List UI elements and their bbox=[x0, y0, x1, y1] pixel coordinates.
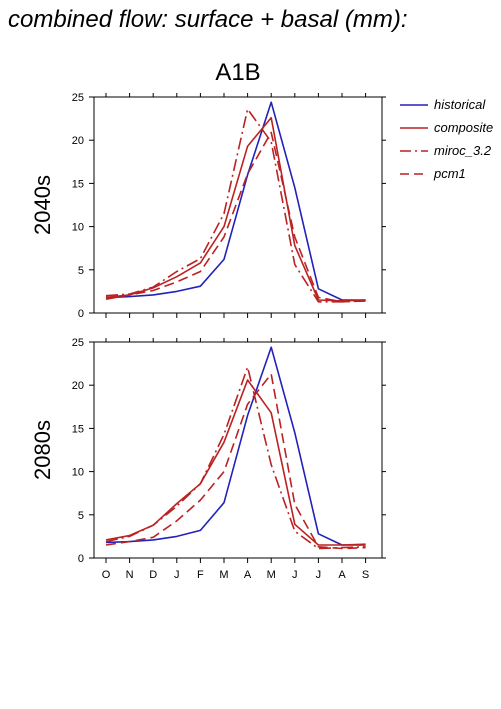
x-tick-label: S bbox=[362, 569, 369, 581]
x-tick-label: D bbox=[149, 569, 157, 581]
series-line-historical bbox=[105, 101, 366, 301]
x-tick-label: A bbox=[244, 569, 252, 581]
series-line-miroc-3-2 bbox=[105, 366, 366, 550]
y-tick-label: 15 bbox=[72, 178, 84, 190]
y-tick-label: 5 bbox=[78, 510, 84, 522]
series-line-pcm1 bbox=[105, 373, 366, 550]
legend: historical composite miroc_3.2 pcm1 bbox=[400, 97, 493, 181]
series-line-composite bbox=[105, 116, 366, 302]
plot-frame bbox=[93, 96, 383, 314]
x-tick-label: M bbox=[267, 569, 276, 581]
panel-2040s: 0 5 10 15 20 25 2040s bbox=[30, 92, 386, 320]
x-tick-label: N bbox=[126, 569, 134, 581]
series-line-miroc-3-2 bbox=[105, 108, 366, 303]
x-tick-label: J bbox=[316, 569, 322, 581]
y-tick-label: 5 bbox=[78, 265, 84, 277]
x-tick-label: J bbox=[174, 569, 180, 581]
x-tick-label: A bbox=[338, 569, 346, 581]
y-tick-label: 20 bbox=[72, 380, 84, 392]
legend-label: pcm1 bbox=[433, 166, 466, 181]
legend-label: historical bbox=[434, 97, 486, 112]
y-tick-label: 10 bbox=[72, 222, 84, 234]
x-tick-label: M bbox=[219, 569, 228, 581]
series-line-pcm1 bbox=[105, 131, 366, 303]
y-tick-label: 25 bbox=[72, 337, 84, 349]
series-line-historical bbox=[105, 346, 366, 546]
y-tick-label: 0 bbox=[78, 308, 84, 320]
plot-frame bbox=[93, 341, 383, 559]
y-tick-label: 25 bbox=[72, 92, 84, 104]
y-tick-label: 10 bbox=[72, 467, 84, 479]
y-tick-label: 15 bbox=[72, 423, 84, 435]
panel-label: 2080s bbox=[30, 420, 55, 480]
y-tick-label: 0 bbox=[78, 553, 84, 565]
legend-label: miroc_3.2 bbox=[434, 143, 492, 158]
page-title: combined flow: surface + basal (mm): bbox=[8, 6, 408, 33]
x-tick-label: F bbox=[197, 569, 204, 581]
x-tick-label: O bbox=[102, 569, 111, 581]
y-tick-label: 20 bbox=[72, 135, 84, 147]
scenario-title: A1B bbox=[215, 59, 260, 86]
panel-2080s: 0 5 10 15 20 25 2080s O N D J F M A M J J A S bbox=[30, 337, 386, 581]
series-line-composite bbox=[105, 379, 366, 546]
chart-panels: 0 5 10 15 20 25 2040s 0 5 10 15 20 25 2080s O N D J F M A M J J… bbox=[30, 92, 386, 581]
x-tick-label: J bbox=[292, 569, 298, 581]
panel-label: 2040s bbox=[30, 175, 55, 235]
legend-label: composite bbox=[434, 120, 493, 135]
